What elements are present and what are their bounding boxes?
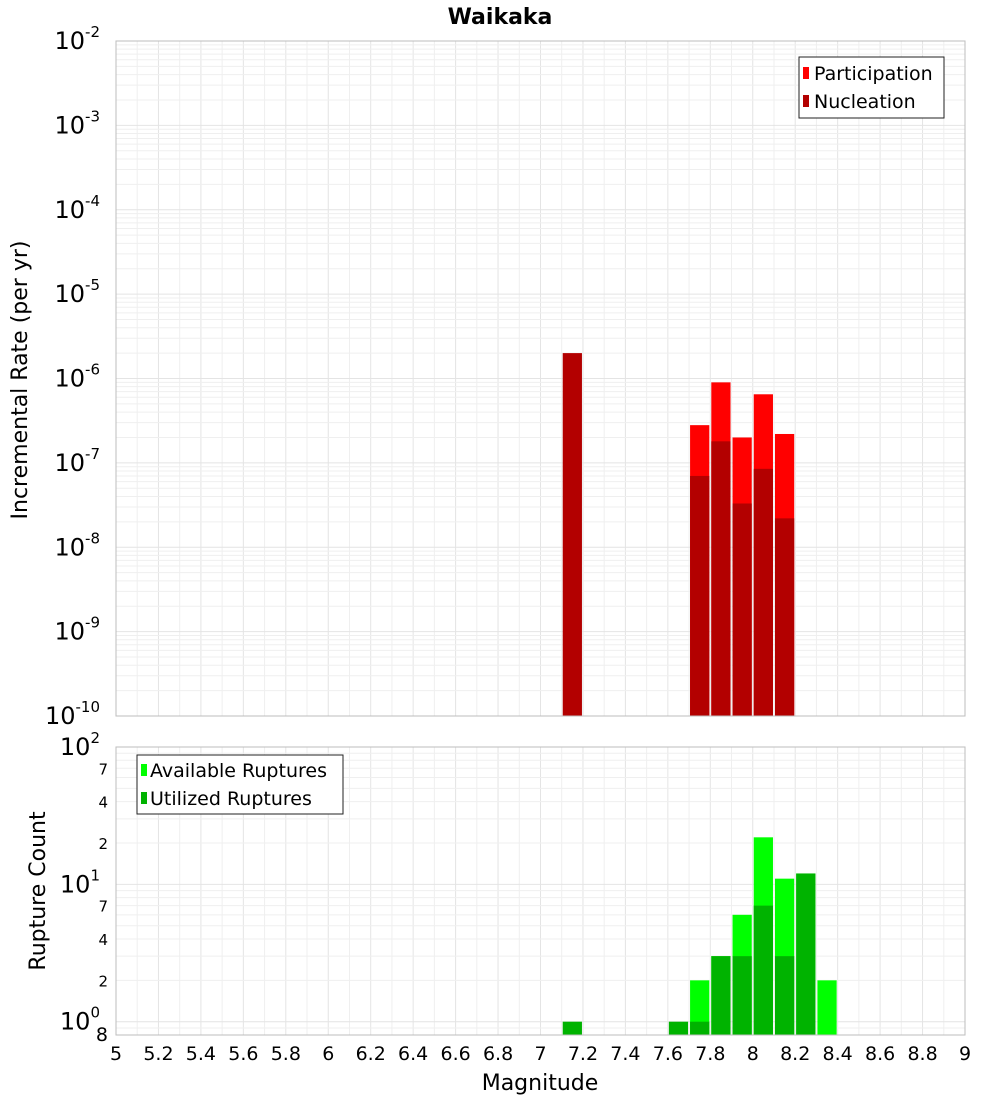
bottom-y-minor-tick-label: 8 — [96, 1024, 108, 1046]
x-tick-label: 7.2 — [568, 1043, 598, 1065]
utilized-ruptures-bar — [753, 905, 773, 1035]
top-y-tick-label: 10-3 — [54, 107, 100, 139]
utilized-ruptures-bar — [690, 1021, 710, 1035]
available-ruptures-bar — [690, 980, 710, 1035]
top-y-tick-label: 10-9 — [54, 614, 100, 646]
top-y-tick-label: 10-2 — [54, 23, 100, 55]
bottom-y-minor-tick-label: 2 — [98, 972, 108, 990]
chart-title: Waikaka — [448, 5, 553, 30]
x-tick-label: 8 — [747, 1043, 759, 1065]
x-tick-label: 6.2 — [356, 1043, 386, 1065]
top-y-tick-label: 10-8 — [54, 529, 100, 561]
x-tick-label: 5.2 — [143, 1043, 173, 1065]
available-ruptures-bar — [817, 980, 837, 1035]
top-y-tick-label: 10-7 — [54, 445, 100, 477]
legend-label-available-ruptures: Available Ruptures — [150, 760, 327, 782]
nucleation-bar — [732, 503, 752, 716]
legend-swatch-available-ruptures — [141, 764, 147, 776]
bottom-y-major-tick-label: 100 — [60, 1004, 100, 1036]
x-tick-label: 9 — [959, 1043, 971, 1065]
nucleation-bar — [562, 353, 582, 716]
legend-swatch-nucleation — [803, 95, 809, 107]
utilized-ruptures-bar — [668, 1021, 689, 1035]
x-tick-label: 8.4 — [823, 1043, 853, 1065]
top-y-tick-label: 10-6 — [54, 361, 100, 393]
legend-label-nucleation: Nucleation — [814, 91, 916, 113]
nucleation-bar — [774, 518, 795, 716]
x-tick-label: 8.2 — [780, 1043, 810, 1065]
x-tick-label: 5.4 — [186, 1043, 216, 1065]
x-tick-label: 5 — [110, 1043, 122, 1065]
x-tick-label: 7.4 — [610, 1043, 640, 1065]
bottom-y-axis-label: Rupture Count — [26, 811, 51, 971]
x-axis-label: Magnitude — [482, 1071, 599, 1096]
nucleation-bar — [711, 441, 731, 716]
legend-label-participation: Participation — [814, 63, 933, 85]
utilized-ruptures-bar — [732, 956, 752, 1035]
x-tick-label: 7.8 — [695, 1043, 725, 1065]
top-y-tick-label: 10-10 — [45, 698, 100, 730]
top-y-axis-label: Incremental Rate (per yr) — [8, 241, 33, 520]
x-tick-label: 8.8 — [907, 1043, 937, 1065]
x-tick-label: 5.8 — [271, 1043, 301, 1065]
bottom-y-minor-tick-label: 4 — [98, 794, 108, 812]
x-tick-label: 5.6 — [228, 1043, 258, 1065]
top-y-tick-label: 10-4 — [54, 192, 100, 224]
bottom-plot-frame — [115, 746, 966, 1036]
x-tick-label: 6 — [322, 1043, 334, 1065]
bottom-y-major-tick-label: 102 — [60, 729, 100, 761]
nucleation-bar — [753, 468, 773, 716]
nucleation-bar — [690, 475, 710, 716]
x-tick-label: 6.4 — [398, 1043, 428, 1065]
x-tick-label: 7 — [534, 1043, 546, 1065]
x-tick-label: 8.6 — [865, 1043, 895, 1065]
utilized-ruptures-bar — [796, 873, 816, 1035]
x-tick-label: 7.6 — [653, 1043, 683, 1065]
legend-swatch-participation — [803, 67, 809, 79]
utilized-ruptures-bar — [711, 956, 731, 1035]
chart-body: 10-2 10-3 10-4 10-5 10-6 10-7 10-8 10-9 10-10 Par… — [45, 23, 971, 1065]
top-legend-box — [798, 56, 945, 119]
bottom-y-minor-tick-label: 7 — [98, 760, 108, 778]
bottom-legend-box — [136, 754, 344, 815]
bottom-y-major-tick-label: 101 — [60, 866, 100, 898]
x-tick-label: 6.8 — [483, 1043, 513, 1065]
utilized-ruptures-bar — [774, 956, 795, 1035]
bottom-y-minor-tick-label: 2 — [98, 835, 108, 853]
top-y-tick-label: 10-5 — [54, 276, 100, 308]
legend-swatch-utilized-ruptures — [141, 792, 147, 804]
x-tick-label: 6.6 — [440, 1043, 470, 1065]
bottom-y-minor-tick-label: 4 — [98, 931, 108, 949]
bottom-y-minor-tick-label: 7 — [98, 898, 108, 916]
utilized-ruptures-bar — [562, 1021, 582, 1035]
top-plot-frame — [115, 40, 966, 717]
legend-label-utilized-ruptures: Utilized Ruptures — [150, 788, 312, 810]
